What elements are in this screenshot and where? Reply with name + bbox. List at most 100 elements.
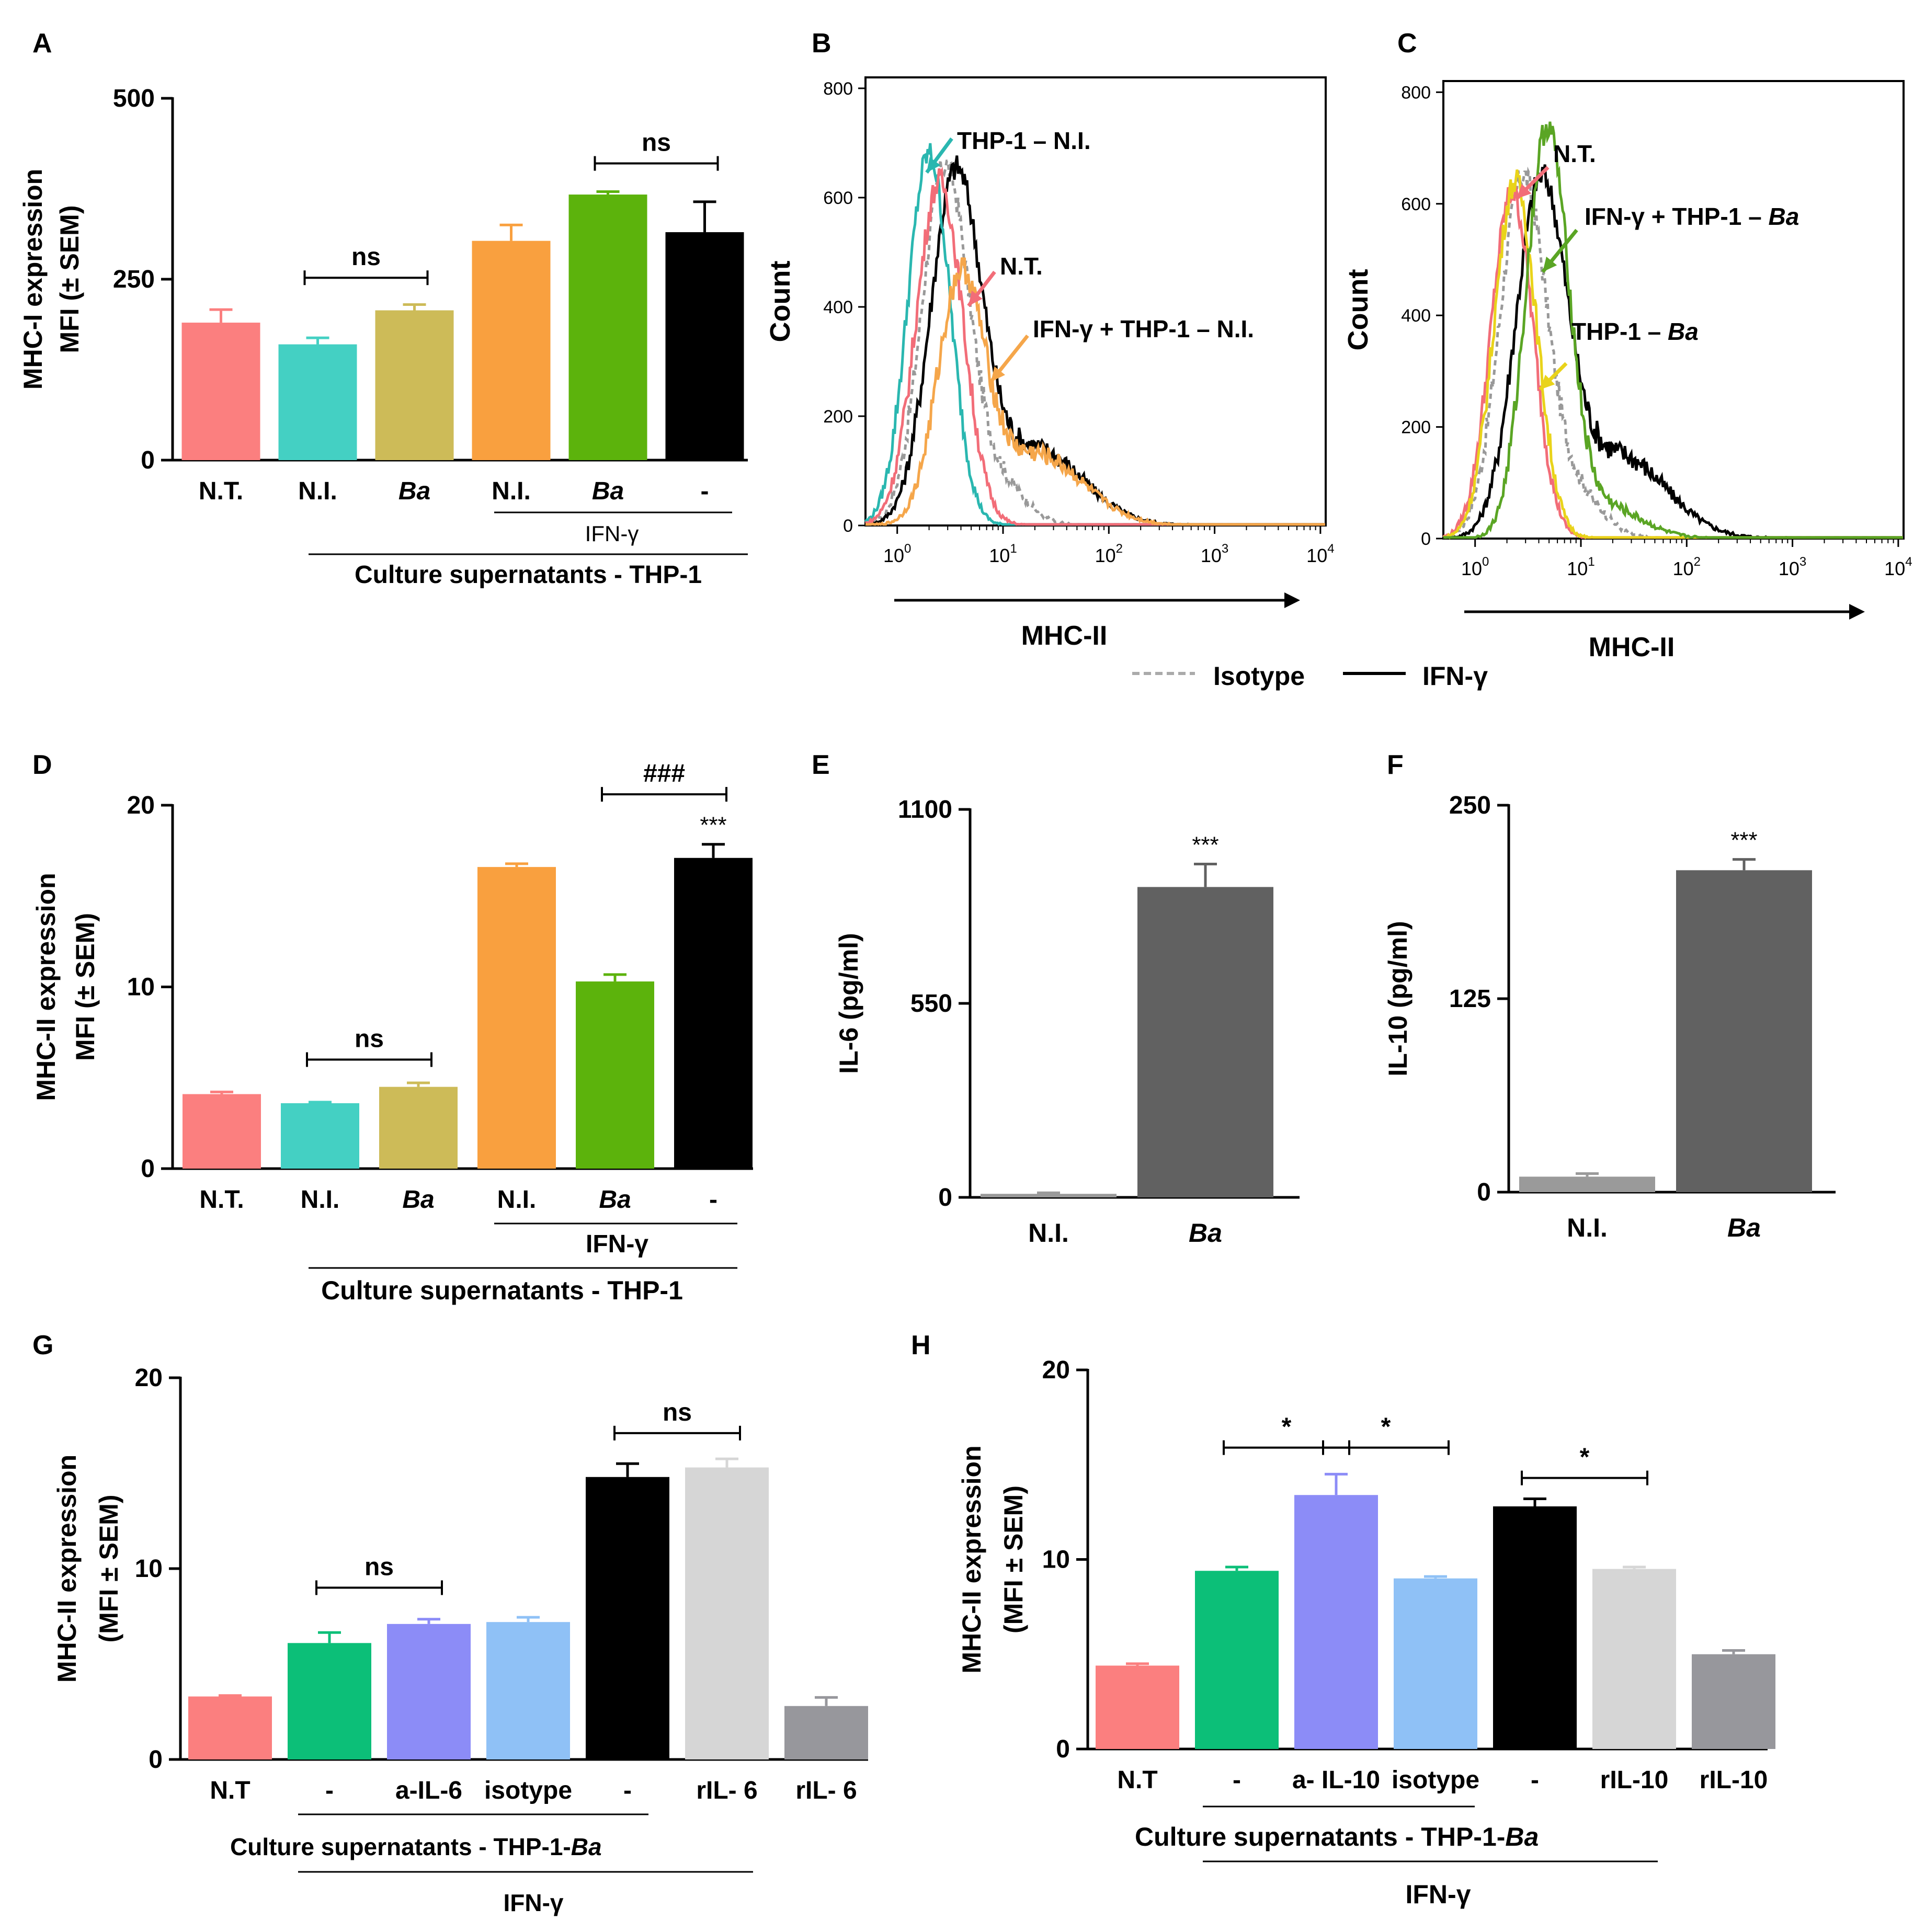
panel-h-bar-chart: 0 10 20 N.T - a- IL-10 isotype - rIL-10 rIL-10 MHC… [957,1356,1775,1909]
significance-label: * [1381,1413,1391,1441]
significance-stars: *** [1192,832,1218,858]
y-axis-label-units: MFI (± SEM) [71,913,100,1061]
culture-group-label: Culture supernatants - THP-1 [321,1276,683,1305]
x-tick-label: 100 [1461,555,1489,579]
category-label: Ba [1189,1218,1222,1248]
category-label: N.I. [492,477,531,505]
bar [1592,1569,1676,1749]
category-label: Ba [398,477,430,505]
bar [288,1643,371,1759]
category-label: N.I. [1028,1218,1069,1248]
category-label: Ba [1727,1213,1761,1242]
category-label: - [701,477,709,505]
category-label: - [1531,1766,1539,1794]
category-label: Ba [599,1186,631,1214]
ifn-group-label: IFN-γ [585,521,639,546]
x-tick-exponent: 0 [1482,555,1489,569]
ifn-thp-ni-curve [865,257,1325,527]
x-tick-label: 100 [883,542,911,566]
y-tick-label: 0 [141,447,155,474]
bar [375,310,454,460]
category-label: a-IL-6 [395,1777,462,1804]
category-label: N.I. [497,1186,537,1214]
significance-label: ns [355,1025,384,1053]
ifn-thp-ba-curve [1443,121,1903,539]
category-label: isotype [484,1777,572,1804]
ifn-group-label: IFN-γ [586,1230,648,1258]
label-thp-ni: THP-1 – N.I. [957,127,1091,154]
y-tick-label: 0 [1056,1735,1070,1763]
y-tick-label: 800 [1401,83,1431,102]
panel-letter-d: D [32,750,52,780]
y-tick-label: 200 [1401,418,1431,438]
category-label: - [709,1186,717,1214]
category-label: N.T [1117,1766,1157,1794]
y-tick-label: 600 [1401,195,1431,214]
y-tick-label: 0 [141,1155,155,1183]
bar [1519,1176,1655,1192]
bar [181,323,260,460]
culture-group-label: Culture supernatants - THP-1 [355,561,702,589]
y-tick-label: 250 [113,266,155,293]
y-tick-label: 0 [843,516,853,536]
bar [188,1696,272,1759]
bar [685,1467,769,1759]
significance-label: ns [351,243,381,271]
significance-stars: *** [700,813,726,838]
nt-curve [1442,186,1903,539]
bar [278,344,357,460]
bar [568,195,647,460]
label-ifn-thp-ba-italic: Ba [1768,203,1799,230]
x-tick-label: 101 [989,542,1017,566]
y-axis-label-units: (MFI ± SEM) [94,1495,123,1643]
x-tick-label: 101 [1567,555,1594,579]
category-label: N.T [210,1777,250,1804]
category-label: Ba [402,1186,434,1214]
y-tick-label: 10 [127,974,155,1001]
panel-letter-a: A [32,28,52,59]
x-tick-exponent: 4 [1327,542,1334,556]
arrow-ifn-thp-ba-head [1543,256,1557,272]
label-thp-ba: THP-1 – Ba [1571,318,1699,345]
bar [183,1094,261,1169]
bar [472,241,551,460]
arrow-nt-head [1517,184,1532,199]
category-label: rIL-10 [1700,1766,1768,1794]
x-tick-label: 102 [1095,542,1123,566]
y-axis-label: IL-6 (pg/ml) [834,933,863,1073]
category-label: a- IL-10 [1292,1766,1380,1794]
y-tick-label: 20 [135,1364,163,1392]
bar [674,858,753,1169]
x-tick-label: 104 [1884,555,1912,579]
bar [1493,1506,1577,1749]
bar [981,1194,1117,1197]
y-tick-label: 800 [823,79,853,99]
x-tick-exponent: 3 [1799,555,1806,569]
significance-label: ns [663,1399,692,1426]
y-axis-label: Count [765,261,796,342]
x-axis-label: MHC-II [1589,632,1675,662]
bar [379,1087,458,1169]
category-label: - [1233,1766,1241,1794]
x-axis-label: MHC-II [1021,621,1108,651]
bar [477,867,556,1169]
x-tick-exponent: 3 [1222,542,1228,556]
x-tick-exponent: 0 [904,542,911,556]
plot-frame [864,76,1327,527]
legend-isotype-label: Isotype [1213,661,1305,691]
y-tick-label: 125 [1449,985,1491,1013]
y-tick-label: 400 [823,298,853,317]
x-tick-exponent: 2 [1116,542,1123,556]
arrow-thp-ba-head [1540,374,1555,390]
y-tick-label: 10 [1042,1546,1070,1574]
panel-letter-b: B [812,28,831,59]
bar [1692,1654,1775,1749]
significance-label: * [1282,1413,1292,1441]
y-tick-label: 0 [1421,529,1431,549]
y-axis-label: IL-10 (pg/ml) [1383,921,1413,1076]
y-tick-label: 10 [135,1555,163,1583]
significance-label: * [1580,1444,1590,1471]
label-nt: N.T. [1553,140,1596,167]
culture-group-label: Culture supernatants - THP-1-Ba [1135,1822,1539,1851]
